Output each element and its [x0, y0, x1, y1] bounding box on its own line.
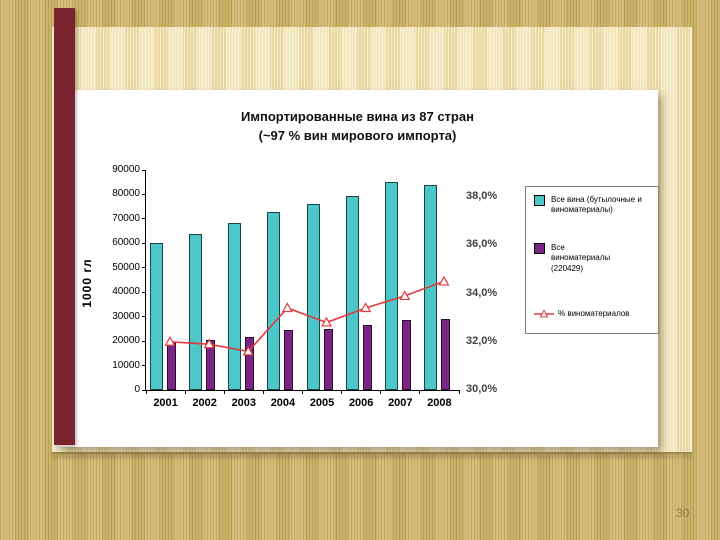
bar-wine-materials — [362, 324, 372, 390]
right-axis-tick-label: 32,0% — [466, 334, 498, 347]
y-axis-tick — [142, 193, 146, 195]
bar-wine-materials — [323, 329, 333, 390]
x-axis-tick — [458, 390, 460, 394]
legend-line-swatch — [534, 309, 554, 318]
y-axis-tick-label: 70000 — [112, 212, 140, 224]
x-axis-tick — [223, 390, 225, 394]
legend-label: % виноматериалов — [558, 309, 630, 318]
y-axis-tick — [142, 316, 146, 318]
x-axis-label: 2006 — [348, 397, 374, 409]
x-axis-tick — [262, 390, 264, 394]
y-axis-tick-label: 40000 — [112, 286, 140, 298]
x-axis-tick — [419, 390, 421, 394]
y-axis-tick — [142, 389, 146, 391]
accent-bar — [54, 8, 75, 445]
right-axis-tick-label: 36,0% — [466, 238, 498, 251]
x-axis-label: 2003 — [231, 397, 257, 409]
legend-item: % виноматериалов — [534, 309, 658, 319]
line-marker-triangle — [203, 338, 215, 349]
legend-label: Все вина (бутылочные и виноматериалы) — [551, 195, 642, 215]
x-axis-label: 2007 — [388, 397, 413, 409]
bar-wine-materials — [284, 330, 294, 390]
line-marker-triangle — [281, 302, 293, 313]
y-axis-tick — [142, 267, 146, 269]
y-axis-tick-label: 50000 — [112, 261, 140, 273]
line-marker-triangle — [320, 316, 333, 327]
x-axis-label: 2001 — [153, 397, 178, 409]
chart-title-line2: (~97 % вин мирового импорта) — [258, 127, 457, 143]
bar-all-wines — [189, 233, 203, 390]
x-axis-tick — [302, 390, 303, 394]
bar-wine-materials — [440, 319, 450, 390]
y-axis-title: 1000 гл — [80, 258, 94, 308]
line-marker-triangle — [242, 345, 254, 356]
y-axis-tick-label: 10000 — [112, 359, 140, 371]
y-axis-tick — [142, 365, 146, 367]
x-axis-tick — [145, 390, 147, 394]
right-axis-tick-label: 38,0% — [466, 190, 498, 202]
x-axis-label: 2008 — [427, 397, 452, 409]
bar-all-wines — [267, 211, 281, 390]
y-axis-tick — [142, 291, 146, 293]
legend-item: Все виноматериалы (220429) — [534, 243, 615, 274]
x-axis-tick — [341, 390, 343, 394]
y-axis-tick — [142, 340, 146, 342]
x-axis-label: 2002 — [192, 397, 217, 409]
y-axis-tick-label: 30000 — [112, 310, 140, 322]
y-axis-tick-label: 60000 — [112, 237, 140, 249]
bar-all-wines — [306, 204, 320, 390]
y-axis-tick — [142, 242, 146, 244]
y-axis-tick — [142, 169, 146, 171]
line-marker-triangle — [399, 290, 411, 301]
legend: Все вина (бутылочные и виноматериалы) Все… — [525, 186, 659, 334]
chart-title-line1: Импортированные вина из 87 стран — [241, 109, 474, 124]
bar-all-wines — [384, 182, 398, 390]
bar-all-wines — [150, 243, 163, 390]
right-axis-tick-label: 34,0% — [466, 286, 498, 299]
chart-title: Импортированные вина из 87 стран (~97 % … — [57, 108, 658, 146]
line-marker-triangle — [164, 336, 176, 346]
x-axis-label: 2005 — [309, 397, 335, 409]
x-axis-tick — [380, 390, 382, 394]
y-axis-tick-label: 90000 — [112, 164, 140, 175]
legend-square-swatch — [534, 195, 545, 206]
plot-area: 0 10000 20000 30000 40000 50000 60000 70000 8000… — [112, 164, 497, 409]
bar-all-wines — [423, 184, 437, 390]
legend-square-swatch — [534, 243, 545, 254]
y-axis-tick-label: 20000 — [112, 335, 140, 347]
bar-wine-materials — [401, 319, 411, 390]
line-marker-triangle — [360, 302, 372, 313]
right-axis-tick-label: 30,0% — [466, 383, 498, 395]
y-axis-tick-label: 0 — [134, 384, 140, 395]
bar-wine-materials — [245, 336, 255, 390]
x-axis-label: 2004 — [270, 397, 296, 409]
y-axis-tick — [142, 218, 146, 220]
chart-panel: Импортированные вина из 87 стран (~97 % … — [57, 90, 659, 447]
bar-all-wines — [345, 195, 359, 390]
line-marker-triangle — [438, 275, 450, 286]
percent-line — [164, 275, 450, 356]
bar-wine-materials — [206, 340, 216, 390]
x-axis-tick — [184, 390, 186, 394]
y-axis-tick-label: 80000 — [112, 188, 140, 200]
page-number: 30 — [676, 506, 690, 520]
legend-item: Все вина (бутылочные и виноматериалы) — [534, 195, 647, 216]
bottom-divider — [52, 452, 692, 454]
legend-label: Все виноматериалы (220429) — [551, 243, 611, 273]
